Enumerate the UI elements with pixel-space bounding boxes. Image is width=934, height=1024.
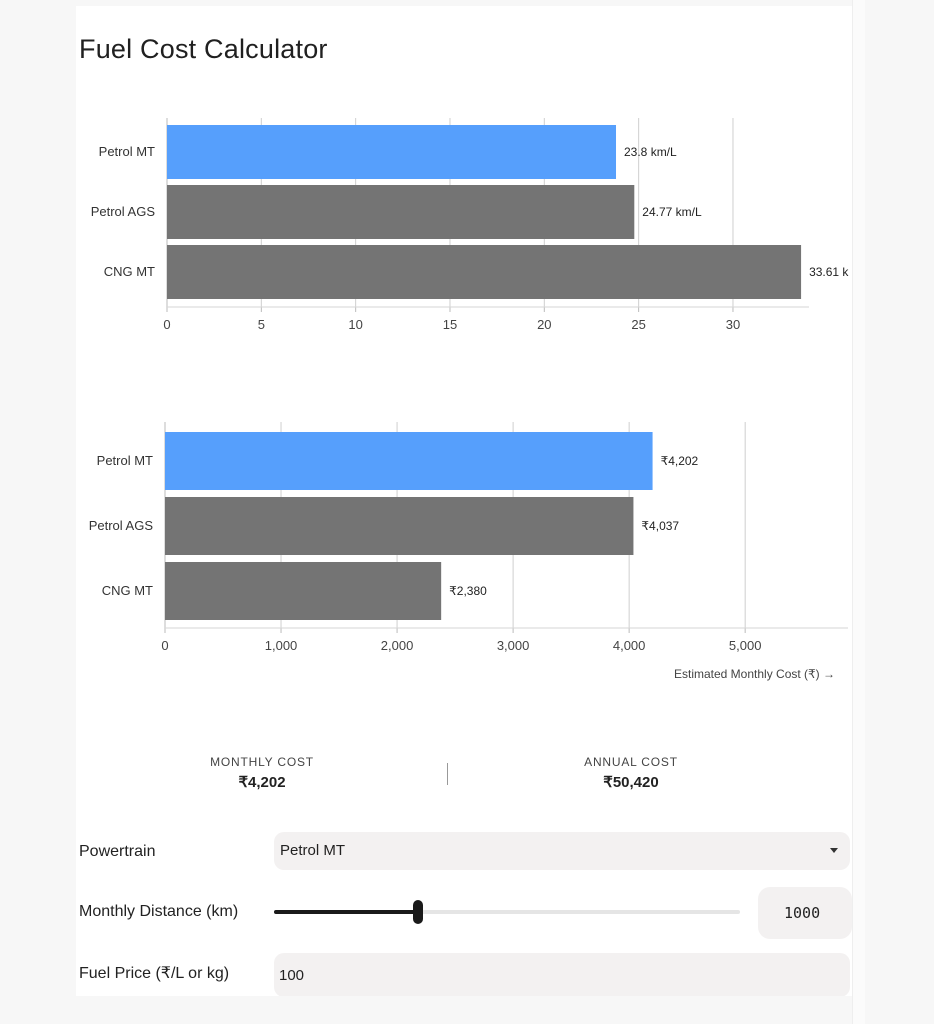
slider-thumb[interactable] xyxy=(413,900,424,924)
distance-slider[interactable] xyxy=(274,900,740,924)
monthly-cost-chart: 0 1,000 2,000 3,000 4,000 5,000 Petrol MT ₹4,20… xyxy=(89,422,848,681)
mileage-bar xyxy=(167,185,635,239)
mileage-tick-label: 25 xyxy=(631,317,645,332)
powertrain-select[interactable]: Petrol MT xyxy=(274,832,850,870)
distance-input[interactable]: 1000 xyxy=(758,887,852,939)
mileage-tick-label: 15 xyxy=(443,317,457,332)
mileage-chart: 0 5 10 15 20 25 30 Petrol MT 23.8 km/L Petrol AGS… xyxy=(91,118,849,332)
mileage-category-label: Petrol AGS xyxy=(91,204,156,219)
monthly-cost-value: ₹4,202 xyxy=(238,774,286,791)
annual-cost-stat: ANNUAL COST ₹50,420 xyxy=(521,755,741,791)
cost-tick-label: 4,000 xyxy=(613,638,646,653)
mileage-data-label: 24.77 km/L xyxy=(642,205,702,219)
cost-tick-label: 3,000 xyxy=(497,638,530,653)
cost-tick-label: 2,000 xyxy=(381,638,414,653)
cost-data-label: ₹4,202 xyxy=(661,454,699,468)
mileage-tick-label: 20 xyxy=(537,317,551,332)
distance-input-value: 1000 xyxy=(784,904,821,922)
cost-data-label: ₹4,037 xyxy=(641,519,679,533)
slider-fill xyxy=(274,910,419,914)
chevron-down-icon xyxy=(830,848,838,853)
page-title: Fuel Cost Calculator xyxy=(79,34,328,64)
cost-tick-label: 1,000 xyxy=(265,638,298,653)
fuel-price-input[interactable]: 100 xyxy=(274,953,850,996)
mileage-tick-label: 5 xyxy=(258,317,265,332)
fuel-price-label: Fuel Price (₹/L or kg) xyxy=(79,965,230,982)
cost-category-label: Petrol MT xyxy=(97,453,153,468)
cost-data-label: ₹2,380 xyxy=(449,584,487,598)
powertrain-label: Powertrain xyxy=(79,843,156,860)
mileage-category-label: Petrol MT xyxy=(99,144,155,159)
calculator-card: Fuel Cost Calculator 0 5 10 15 20 25 30 Petrol … xyxy=(76,6,852,996)
mileage-category-label: CNG MT xyxy=(104,264,155,279)
mileage-tick-label: 30 xyxy=(726,317,740,332)
mileage-tick-label: 0 xyxy=(163,317,170,332)
annual-cost-value: ₹50,420 xyxy=(603,774,659,791)
monthly-cost-stat: MONTHLY COST ₹4,202 xyxy=(152,755,372,791)
monthly-cost-label: MONTHLY COST xyxy=(210,755,314,769)
mileage-data-label: 23.8 km/L xyxy=(624,145,677,159)
cost-bar xyxy=(165,497,634,555)
mileage-bar xyxy=(167,245,802,299)
mileage-tick-label: 10 xyxy=(348,317,362,332)
cost-bar xyxy=(165,432,653,490)
distance-label: Monthly Distance (km) xyxy=(79,903,239,920)
cost-category-label: CNG MT xyxy=(102,583,153,598)
annual-cost-label: ANNUAL COST xyxy=(584,755,678,769)
cost-tick-label: 0 xyxy=(161,638,168,653)
cost-axis-title: Estimated Monthly Cost (₹) → xyxy=(674,667,835,681)
stat-divider xyxy=(447,763,448,785)
side-panel-edge xyxy=(852,0,865,1024)
slider-track xyxy=(274,910,740,914)
powertrain-selected-value: Petrol MT xyxy=(280,842,346,859)
mileage-bar xyxy=(167,125,617,179)
cost-category-label: Petrol AGS xyxy=(89,518,154,533)
cost-bar xyxy=(165,562,442,620)
fuel-price-value: 100 xyxy=(279,967,305,984)
mileage-data-label: 33.61 k xyxy=(809,265,849,279)
cost-tick-label: 5,000 xyxy=(729,638,762,653)
